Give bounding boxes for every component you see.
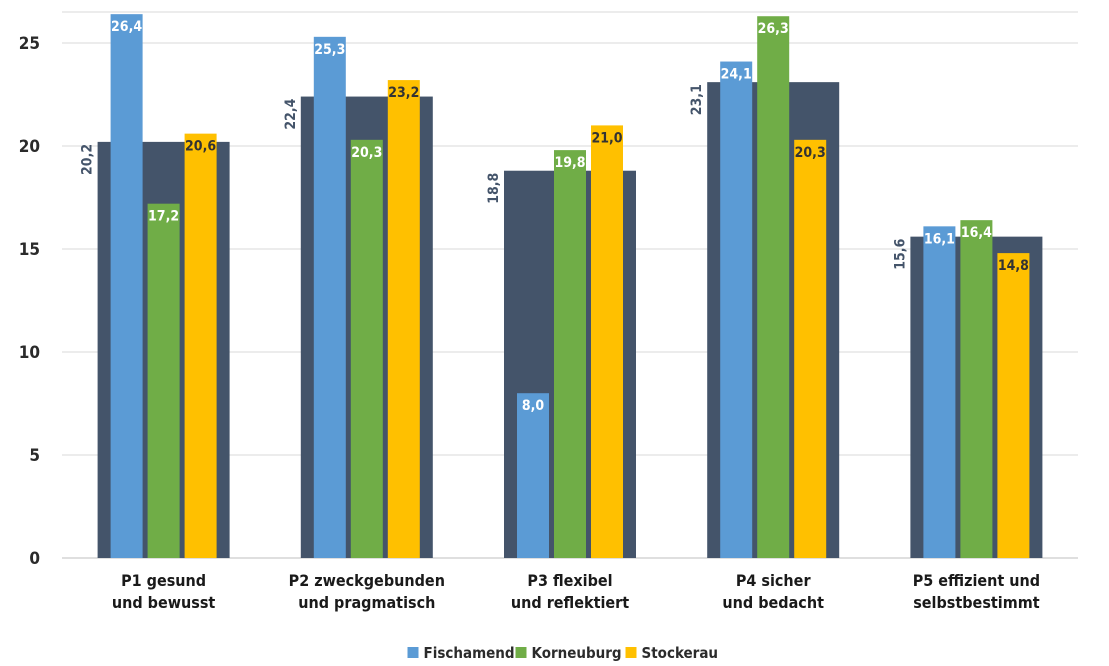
data-labels: 20,2 26,4 17,2 20,6 22,4 25,3 20,3 23,2 18,8 8,0 1… <box>80 19 1029 414</box>
y-tick-label: 25 <box>19 34 40 54</box>
bar-label: 20,3 <box>351 145 382 161</box>
legend-swatch-korneuburg <box>515 647 527 658</box>
bar-label: 16,1 <box>924 231 955 247</box>
bar-label: 26,4 <box>111 19 142 35</box>
bar-label: 20,3 <box>795 145 826 161</box>
background-bar-label: 15,6 <box>892 238 908 269</box>
bar-label: 23,2 <box>388 85 419 101</box>
category-labels: P1 gesund und bewusst P2 zweckgebunden und … <box>112 571 1040 612</box>
legend-swatch-stockerau <box>625 647 637 658</box>
y-tick-label: 0 <box>29 549 40 569</box>
bar-korneuburg <box>554 150 586 558</box>
bar-fischamend <box>313 36 346 558</box>
y-tick-label: 5 <box>29 446 40 466</box>
category-label: P4 sicher und bedacht <box>722 571 824 612</box>
bar-korneuburg <box>147 203 180 558</box>
bar-fischamend <box>110 14 143 559</box>
bar-fischamend <box>720 61 753 558</box>
bar-label: 8,0 <box>522 398 545 414</box>
legend-label: Fischamend <box>424 644 515 662</box>
legend-label: Stockerau <box>642 644 719 662</box>
bar-label: 19,8 <box>554 155 585 171</box>
legend-swatch-fischamend <box>407 647 419 658</box>
bar-stockerau <box>387 80 420 558</box>
category-label: P2 zweckgebunden und pragmatisch <box>289 571 445 612</box>
bar-label: 21,0 <box>591 130 622 146</box>
bar-stockerau <box>997 253 1030 558</box>
bar-label: 24,1 <box>721 67 752 83</box>
background-bar-label: 23,1 <box>689 84 705 115</box>
y-axis-ticks: 0 5 10 15 20 25 <box>19 34 40 569</box>
bar-korneuburg <box>757 16 790 559</box>
legend: Fischamend Korneuburg Stockerau <box>407 644 719 662</box>
bar-korneuburg <box>350 139 383 558</box>
background-bar-label: 22,4 <box>283 98 299 129</box>
category-label: P3 flexibel und reflektiert <box>511 571 629 612</box>
bar-label: 26,3 <box>758 21 789 37</box>
background-bar-label: 18,8 <box>486 173 502 204</box>
y-tick-label: 20 <box>19 137 40 157</box>
bar-fischamend <box>517 393 549 558</box>
background-bar-label: 20,2 <box>80 144 96 175</box>
y-tick-label: 10 <box>19 343 40 363</box>
bar-stockerau <box>794 139 827 558</box>
bar-label: 25,3 <box>314 42 345 58</box>
category-label: P5 effizient und selbstbestimmt <box>913 571 1040 612</box>
bar-label: 16,4 <box>961 225 992 241</box>
y-tick-label: 15 <box>19 240 40 260</box>
bar-label: 20,6 <box>185 139 216 155</box>
bar-label: 17,2 <box>148 209 179 225</box>
series-bars <box>110 14 1030 559</box>
bar-fischamend <box>923 226 956 558</box>
category-label: P1 gesund und bewusst <box>112 571 216 612</box>
bar-stockerau <box>591 125 623 559</box>
bar-stockerau <box>184 133 217 558</box>
bar-korneuburg <box>960 220 993 558</box>
legend-label: Korneuburg <box>532 644 622 662</box>
bar-label: 14,8 <box>998 258 1029 274</box>
